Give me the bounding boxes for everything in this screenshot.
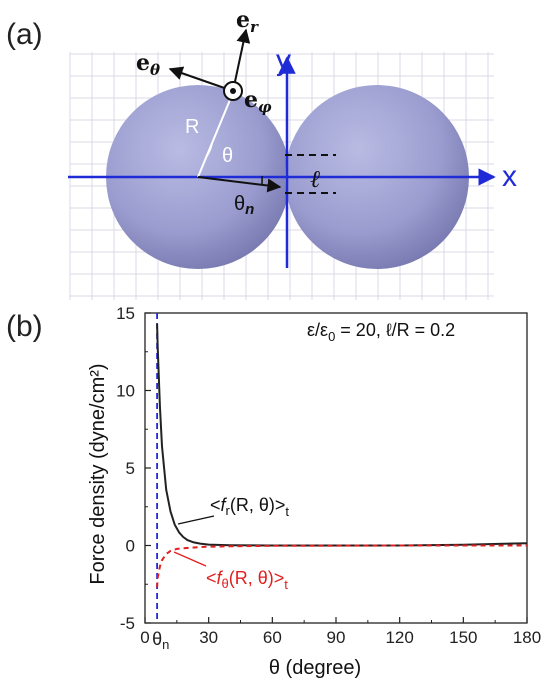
y-axis-title: Force density (dyne/cm²)	[87, 363, 109, 584]
y-tick-label: 15	[116, 304, 135, 323]
panel-b: (b) 0 30 60 90 120 150 180 -5 0 5 10 15 θn θ (degre…	[6, 304, 541, 679]
panel-b-label: (b)	[6, 310, 43, 343]
gap-label: ℓ	[310, 165, 320, 193]
theta-n-label: θn	[234, 193, 254, 218]
x-tick-label: 90	[327, 628, 346, 647]
y-tick-label: 0	[126, 537, 135, 556]
series-line-1	[156, 544, 527, 588]
theta-arc	[206, 143, 213, 157]
e-theta-label: eθ	[136, 50, 160, 79]
y-tick-label: 5	[126, 459, 135, 478]
e-phi-label: eφ	[244, 87, 272, 116]
theta-n-arrow	[197, 176, 282, 193]
fr-label-pointer	[177, 515, 215, 525]
theta-label: θ	[222, 145, 233, 167]
y-tick-label: -5	[120, 614, 135, 633]
x-tick-label: 30	[199, 628, 218, 647]
x-tick-label: 150	[449, 628, 477, 647]
parameters-annotation: ε/ε0 = 20, ℓ/R = 0.2	[307, 320, 455, 344]
theta-n-tick-label: θn	[152, 629, 169, 652]
ftheta-curve-label: <fθ(R, θ)>t	[206, 568, 288, 592]
e-r-arrow	[232, 28, 251, 92]
series-line-0	[156, 323, 528, 547]
y-tick-label: 10	[116, 382, 135, 401]
e-phi-dot	[230, 88, 236, 94]
series-layer	[156, 323, 528, 588]
x-tick-label: 120	[385, 628, 413, 647]
e-r-label: er	[236, 7, 259, 36]
x-tick-label: 60	[263, 628, 282, 647]
radius-line	[197, 94, 233, 178]
plot-frame	[144, 312, 528, 624]
y-axis-label: y	[276, 44, 291, 77]
tick-labels: 0 30 60 90 120 150 180 -5 0 5 10 15	[116, 304, 541, 647]
x-axis-label: x	[502, 160, 517, 193]
x-axis-title: θ (degree)	[269, 657, 361, 679]
axis-ticks	[144, 312, 528, 624]
x-tick-label: 180	[513, 628, 541, 647]
panel-a: (a) x y R θ θn ℓ er eθ eφ	[6, 7, 517, 300]
fr-curve-label: <fr(R, θ)>t	[210, 495, 289, 519]
panel-a-label: (a)	[6, 18, 43, 51]
e-theta-arrow	[168, 66, 234, 92]
x-tick-label: 0	[140, 628, 149, 647]
ftheta-label-pointer	[173, 551, 207, 567]
radius-label: R	[185, 116, 199, 138]
force-density-chart: 0 30 60 90 120 150 180 -5 0 5 10 15	[116, 304, 541, 647]
